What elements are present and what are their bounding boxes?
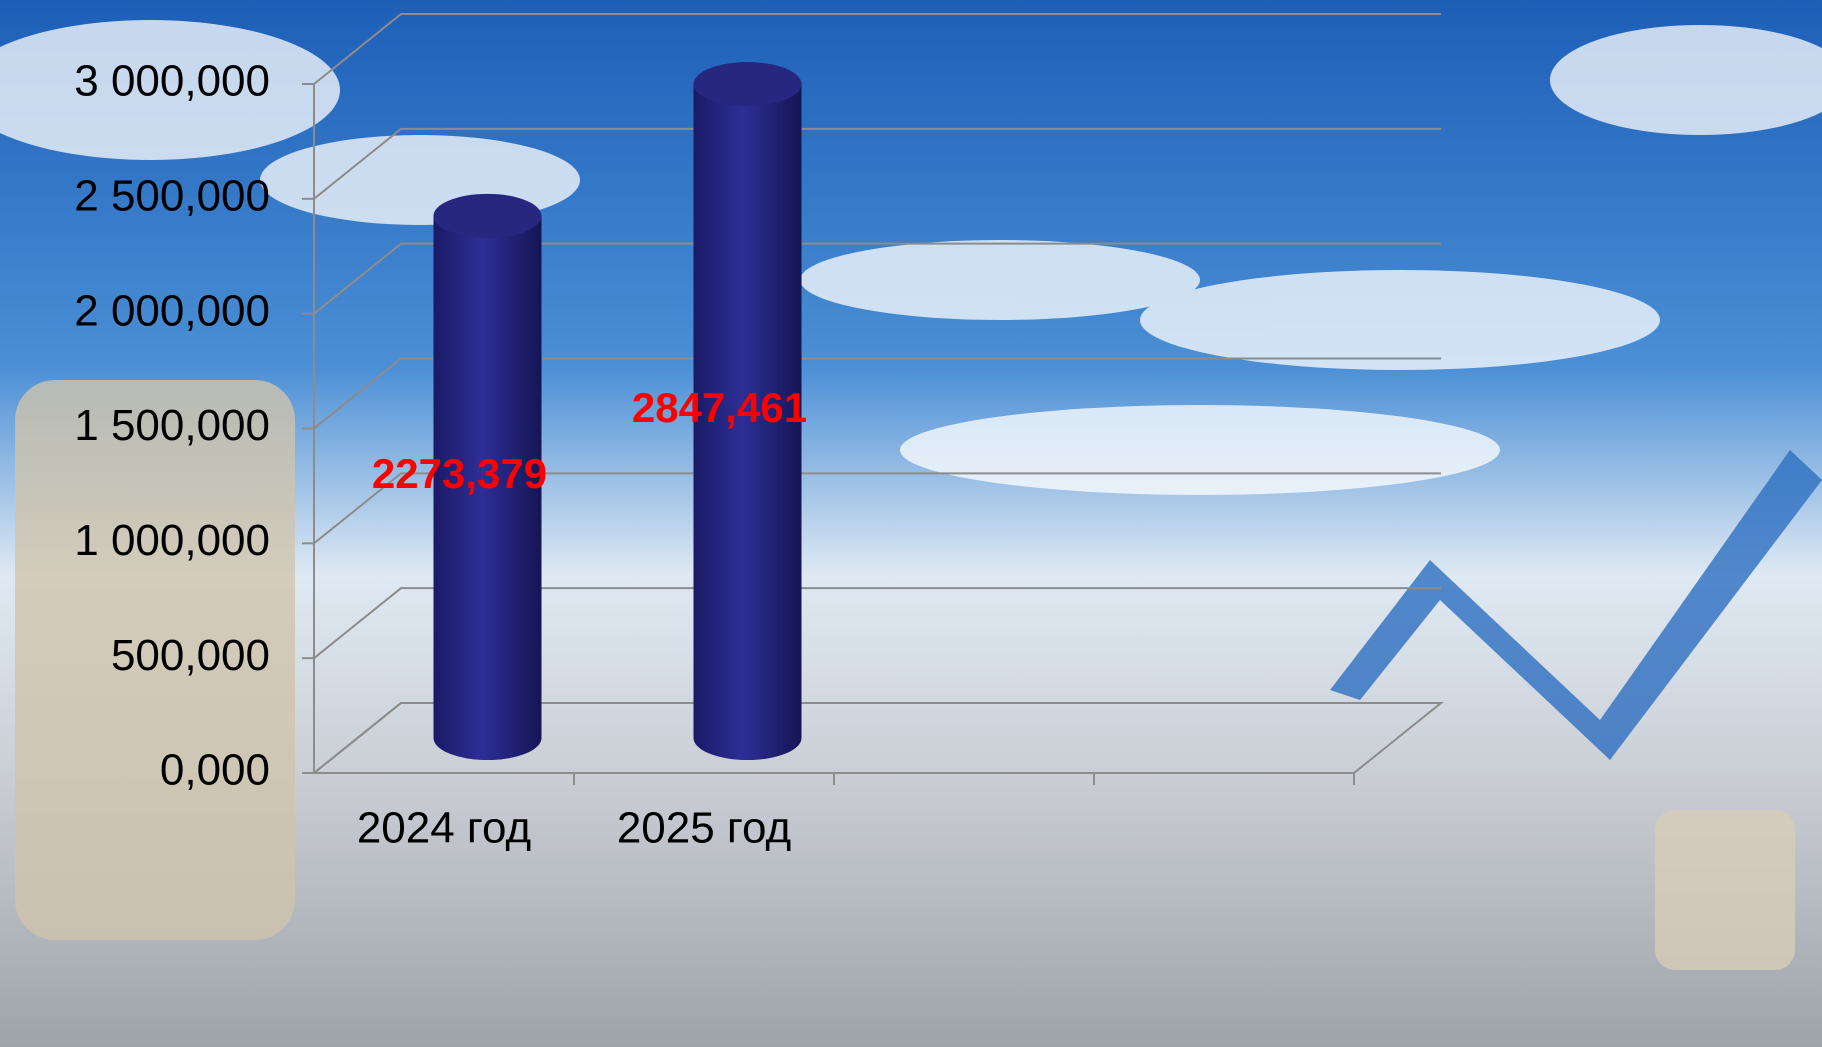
value-label: 2273,379 (372, 450, 547, 497)
y-tick-label: 500,000 (111, 631, 270, 680)
x-tick-label: 2025 год (617, 804, 791, 853)
grid-line (313, 13, 1441, 85)
grid-line (313, 357, 1441, 430)
y-tick-label: 2 000,000 (74, 286, 270, 335)
y-tick-label: 2 500,000 (74, 171, 270, 220)
grid-line (313, 127, 1441, 200)
grid-line (313, 242, 1441, 315)
y-tick-label: 1 000,000 (74, 516, 270, 565)
bar (693, 84, 802, 760)
bar (433, 215, 542, 761)
x-tick-label: 2024 год (357, 804, 531, 853)
y-tick-label: 3 000,000 (74, 57, 270, 106)
y-tick-label: 1 500,000 (74, 401, 270, 450)
y-tick-label: 0,000 (160, 746, 270, 795)
grid-line (313, 702, 1441, 774)
plot-area: 0,000 500,000 1 000,000 1 500,000 2 000,000 2… (74, 13, 1444, 853)
value-label: 2847,461 (632, 384, 807, 431)
grid-line (313, 587, 1441, 659)
bar-cap (693, 62, 802, 107)
bar-cap (433, 193, 542, 238)
decoration (15, 380, 1822, 970)
grid-line (313, 472, 1441, 545)
